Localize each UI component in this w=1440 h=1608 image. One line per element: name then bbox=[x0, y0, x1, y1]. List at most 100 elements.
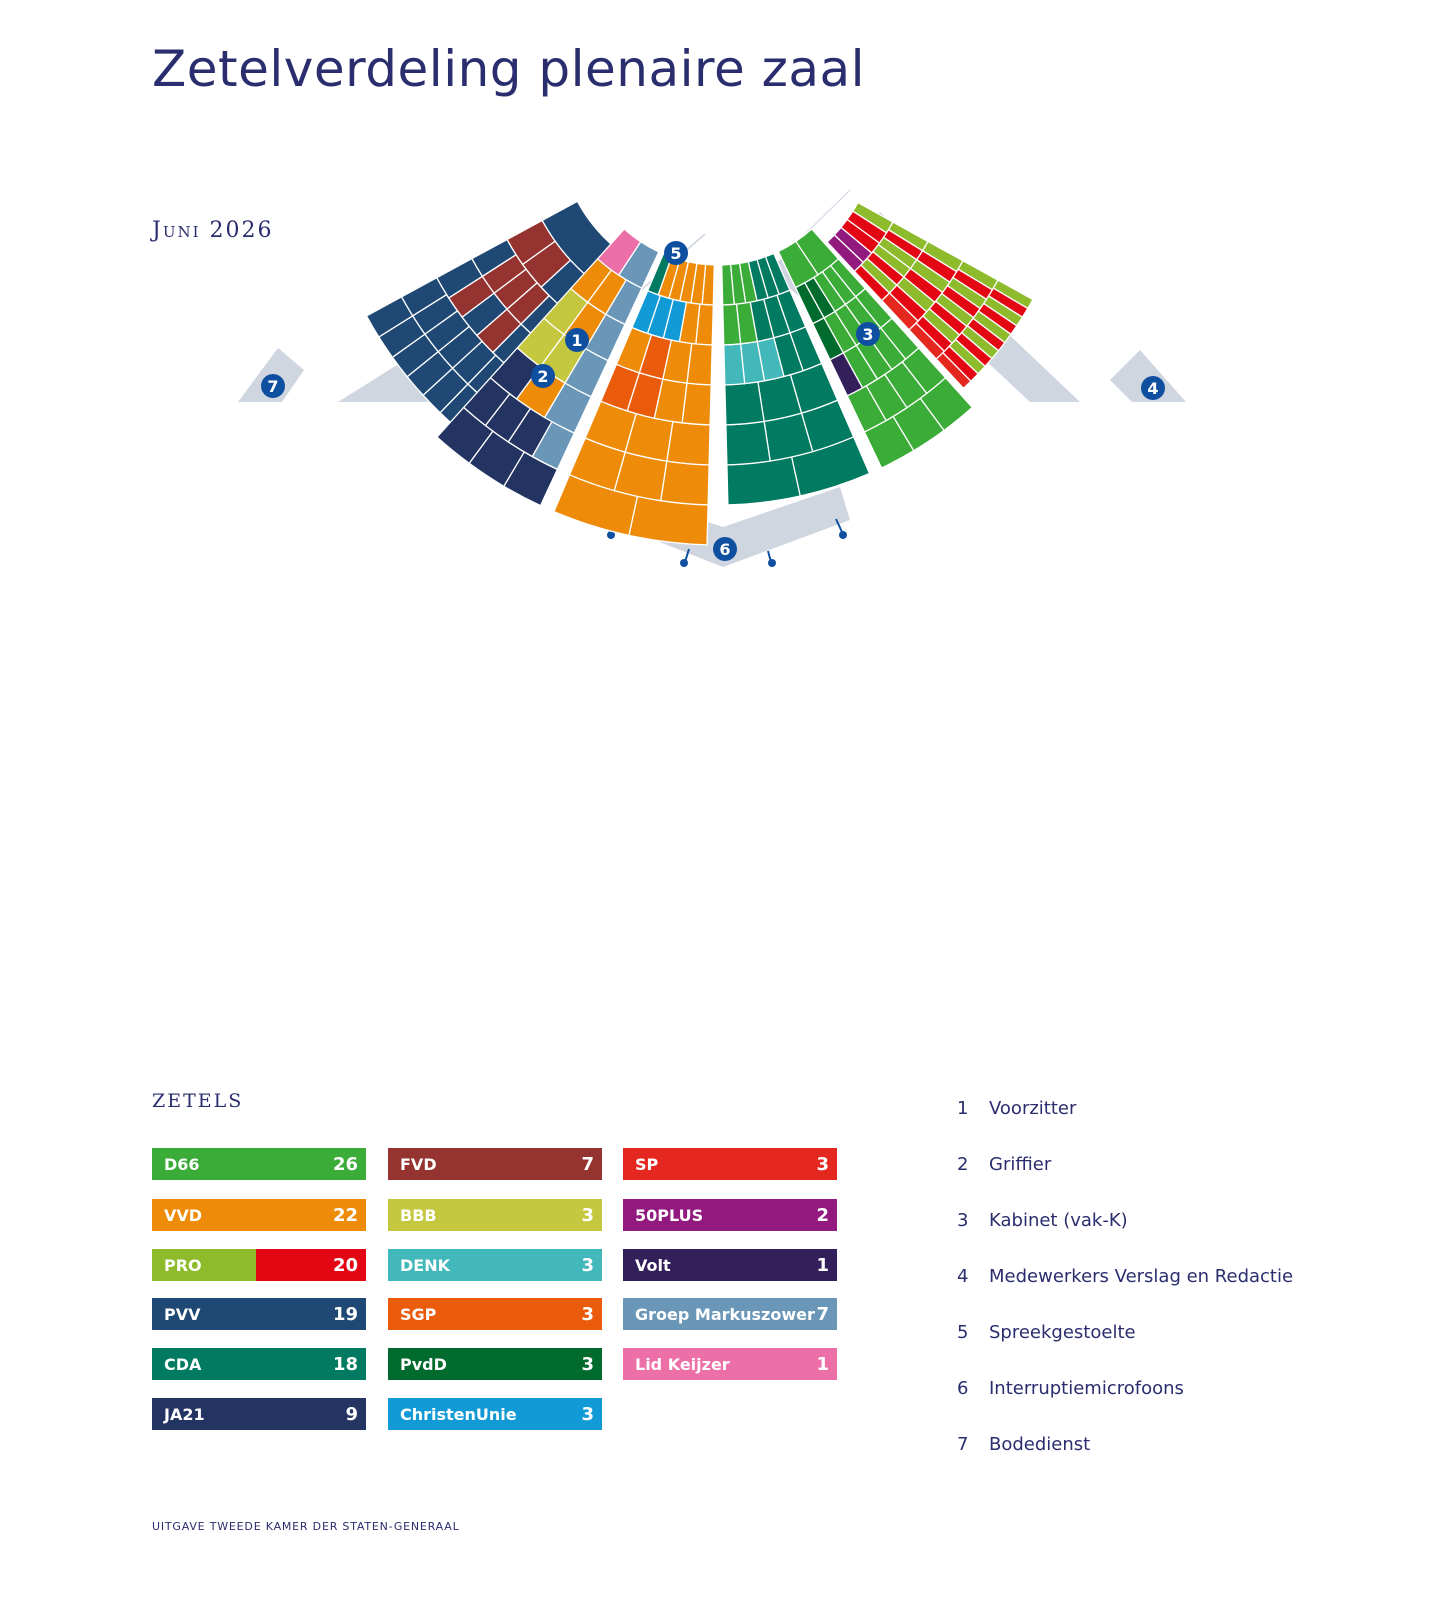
party-name: SP bbox=[635, 1155, 659, 1174]
marker-circle bbox=[856, 322, 880, 346]
marker-number: 5 bbox=[670, 244, 681, 263]
party-seat-count: 3 bbox=[816, 1154, 829, 1175]
key-item-4: 4 Medewerkers Verslag en Redactie bbox=[957, 1266, 1377, 1296]
party-seat-count: 20 bbox=[332, 1255, 358, 1276]
party-name: CDA bbox=[164, 1355, 202, 1374]
party-name: D66 bbox=[164, 1155, 200, 1174]
marker-6: 6 bbox=[713, 537, 737, 561]
key-number: 6 bbox=[957, 1378, 969, 1399]
key-number: 5 bbox=[957, 1322, 969, 1343]
sector-d66 bbox=[777, 228, 974, 469]
seat-cda bbox=[725, 420, 771, 466]
legend-cda: CDA 18 bbox=[152, 1348, 366, 1380]
marker-circle bbox=[531, 364, 555, 388]
marker-circle bbox=[664, 241, 688, 265]
key-label: Bodedienst bbox=[989, 1434, 1091, 1455]
key-label: Voorzitter bbox=[989, 1098, 1077, 1119]
party-seat-count: 1 bbox=[816, 1255, 829, 1276]
party-seat-count: 9 bbox=[345, 1404, 358, 1425]
party-seat-count: 22 bbox=[332, 1205, 358, 1226]
sector-vvd bbox=[553, 253, 715, 546]
key-number: 4 bbox=[957, 1266, 969, 1287]
marker-circle bbox=[565, 328, 589, 352]
key-label: Interruptiemicrofoons bbox=[989, 1378, 1184, 1399]
party-name: BBB bbox=[400, 1206, 437, 1225]
microphone-head-icon bbox=[607, 531, 615, 539]
party-name: SGP bbox=[400, 1305, 437, 1324]
marker-circle bbox=[713, 537, 737, 561]
party-name: Lid Keijzer bbox=[635, 1355, 730, 1374]
key-number: 1 bbox=[957, 1098, 969, 1119]
marker-number: 2 bbox=[537, 367, 548, 386]
marker-number: 4 bbox=[1147, 379, 1158, 398]
plenary-hall-diagram: 1 2 3 4 5 6 7 bbox=[238, 189, 1186, 567]
legend-d66: D66 26 bbox=[152, 1148, 366, 1180]
marker-4: 4 bbox=[1141, 376, 1165, 400]
seat-50plus bbox=[826, 233, 865, 273]
party-name: Groep Markuszower bbox=[635, 1305, 815, 1324]
marker-circle bbox=[261, 374, 285, 398]
marker-1: 1 bbox=[565, 328, 589, 352]
party-name: PVV bbox=[164, 1305, 201, 1324]
legend-pro: PRO 20 bbox=[152, 1249, 366, 1281]
party-seat-count: 2 bbox=[816, 1205, 829, 1226]
number-markers: 1 2 3 4 5 6 7 bbox=[261, 241, 1165, 561]
key-label: Spreekgestoelte bbox=[989, 1322, 1136, 1343]
seat-vvd bbox=[659, 460, 710, 506]
party-seat-count: 18 bbox=[332, 1354, 358, 1375]
seat-d66 bbox=[777, 240, 819, 289]
marker-5: 5 bbox=[664, 241, 688, 265]
page-subtitle: Juni 2026 bbox=[152, 218, 274, 243]
seat-sectors bbox=[365, 200, 1034, 546]
party-name: PvdD bbox=[400, 1355, 447, 1374]
party-seat-count: 19 bbox=[332, 1304, 358, 1325]
party-seat-count: 3 bbox=[581, 1404, 594, 1425]
legend-vvd: VVD 22 bbox=[152, 1199, 366, 1231]
legend-fvd: FVD 7 bbox=[388, 1148, 602, 1180]
seat-vvd bbox=[666, 420, 711, 466]
party-name: 50PLUS bbox=[635, 1206, 704, 1225]
party-seat-count: 3 bbox=[581, 1255, 594, 1276]
party-seat-count: 1 bbox=[816, 1354, 829, 1375]
marker-number: 1 bbox=[571, 331, 582, 350]
legend-bbb: BBB 3 bbox=[388, 1199, 602, 1231]
marker-number: 3 bbox=[862, 325, 873, 344]
verslag-desk bbox=[1110, 350, 1186, 402]
marker-number: 7 bbox=[267, 377, 278, 396]
legend-sp: SP 3 bbox=[623, 1148, 837, 1180]
legend-groep-markuszower: Groep Markuszower 7 bbox=[623, 1298, 837, 1330]
key-label: Griffier bbox=[989, 1154, 1052, 1175]
seat-d66 bbox=[721, 263, 735, 306]
party-seat-count: 7 bbox=[581, 1154, 594, 1175]
sector-cda bbox=[721, 252, 871, 506]
party-seat-count: 26 bbox=[332, 1154, 358, 1175]
legend-sgp: SGP 3 bbox=[388, 1298, 602, 1330]
key-item-3: 3 Kabinet (vak-K) bbox=[957, 1210, 1377, 1240]
marker-7: 7 bbox=[261, 374, 285, 398]
legend-split-fill bbox=[256, 1249, 366, 1281]
key-label: Medewerkers Verslag en Redactie bbox=[989, 1266, 1294, 1287]
legend-ja21: JA21 9 bbox=[152, 1398, 366, 1430]
legend-christenunie: ChristenUnie 3 bbox=[388, 1398, 602, 1430]
page-title: Zetelverdeling plenaire zaal bbox=[152, 40, 866, 98]
key-item-5: 5 Spreekgestoelte bbox=[957, 1322, 1377, 1352]
marker-2: 2 bbox=[531, 364, 555, 388]
party-seat-count: 3 bbox=[581, 1354, 594, 1375]
legend-50plus: 50PLUS 2 bbox=[623, 1199, 837, 1231]
party-name: FVD bbox=[400, 1155, 437, 1174]
legend-pvdd: PvdD 3 bbox=[388, 1348, 602, 1380]
key-item-2: 2 Griffier bbox=[957, 1154, 1377, 1184]
legend-lid-keijzer: Lid Keijzer 1 bbox=[623, 1348, 837, 1380]
publisher-footer: UITGAVE TWEEDE KAMER DER STATEN-GENERAAL bbox=[152, 1520, 460, 1533]
key-number: 3 bbox=[957, 1210, 969, 1231]
key-item-1: 1 Voorzitter bbox=[957, 1098, 1377, 1128]
key-number: 2 bbox=[957, 1154, 969, 1175]
seat-lid-keijzer bbox=[596, 228, 642, 277]
microphone-head-icon bbox=[680, 559, 688, 567]
seat-denk bbox=[723, 343, 746, 386]
legend-pvv: PVV 19 bbox=[152, 1298, 366, 1330]
microphone-head-icon bbox=[839, 531, 847, 539]
legend-title: ZETELS bbox=[152, 1090, 244, 1112]
party-name: JA21 bbox=[164, 1405, 205, 1424]
party-name: PRO bbox=[164, 1256, 202, 1275]
